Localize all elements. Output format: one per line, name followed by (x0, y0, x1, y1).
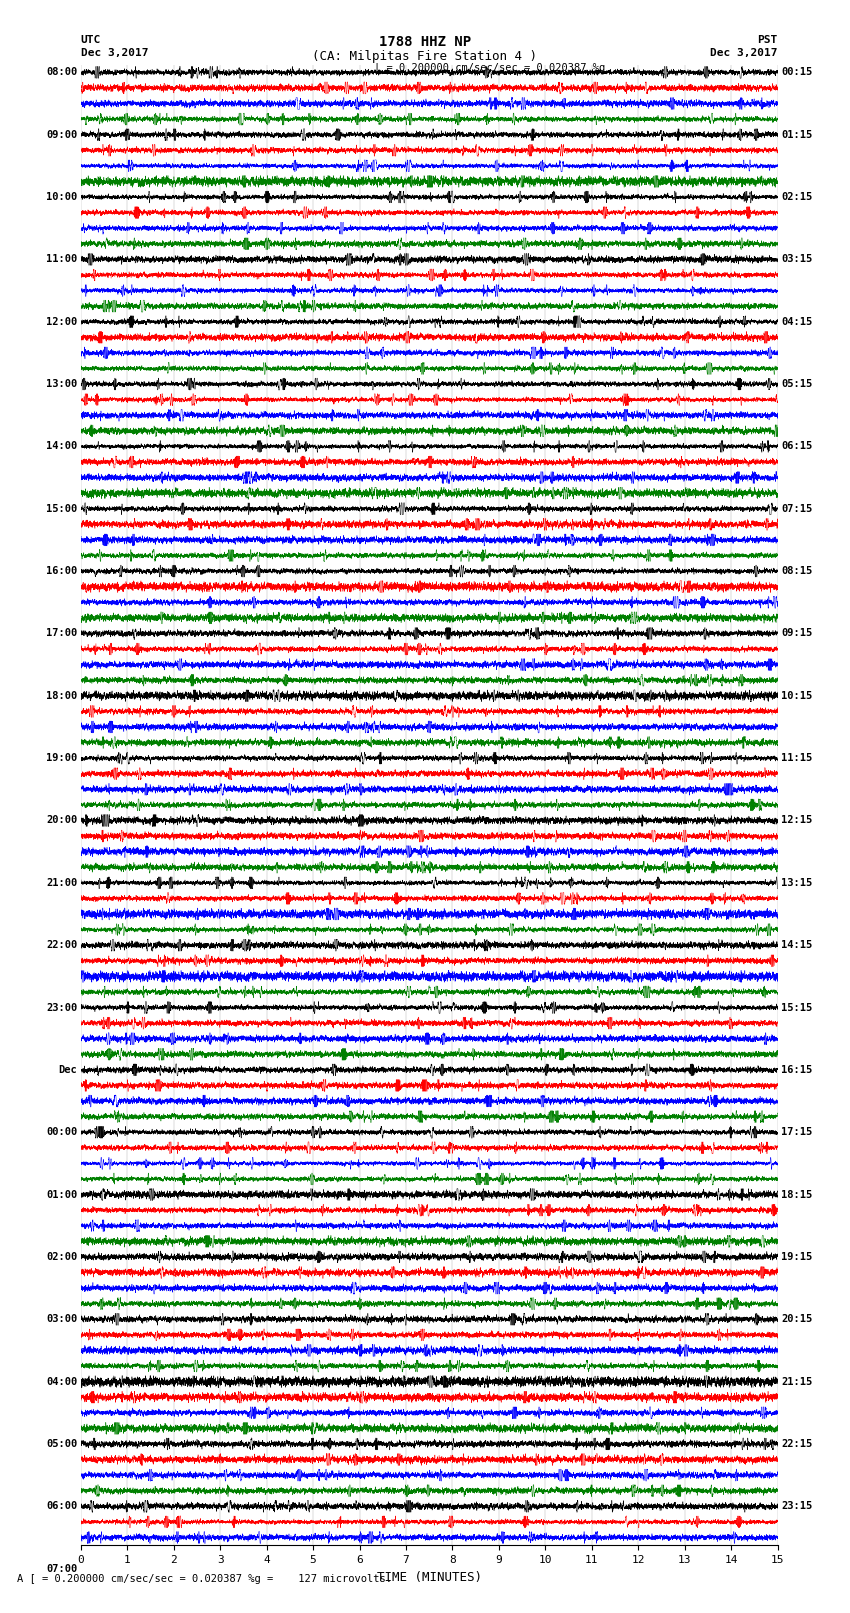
Text: 12:00: 12:00 (46, 316, 77, 327)
Text: 13:00: 13:00 (46, 379, 77, 389)
Text: 02:00: 02:00 (46, 1252, 77, 1261)
Text: Dec: Dec (59, 1065, 77, 1074)
Text: 19:00: 19:00 (46, 753, 77, 763)
Text: 15:00: 15:00 (46, 503, 77, 513)
Text: 11:15: 11:15 (781, 753, 813, 763)
Text: 08:00: 08:00 (46, 68, 77, 77)
Text: 01:15: 01:15 (781, 129, 813, 140)
Text: 17:15: 17:15 (781, 1127, 813, 1137)
Text: A [ = 0.200000 cm/sec/sec = 0.020387 %g =    127 microvolts.: A [ = 0.200000 cm/sec/sec = 0.020387 %g … (17, 1574, 392, 1584)
Text: 14:00: 14:00 (46, 442, 77, 452)
Text: 04:15: 04:15 (781, 316, 813, 327)
Text: 07:00: 07:00 (46, 1563, 77, 1574)
Text: 09:00: 09:00 (46, 129, 77, 140)
Text: 23:00: 23:00 (46, 1003, 77, 1013)
Text: 20:15: 20:15 (781, 1315, 813, 1324)
Text: PST: PST (757, 35, 778, 45)
Text: 10:00: 10:00 (46, 192, 77, 202)
Text: 14:15: 14:15 (781, 940, 813, 950)
Text: 18:15: 18:15 (781, 1189, 813, 1200)
Text: 22:00: 22:00 (46, 940, 77, 950)
Text: 1788 HHZ NP: 1788 HHZ NP (379, 35, 471, 50)
Text: 21:00: 21:00 (46, 877, 77, 887)
Text: 00:15: 00:15 (781, 68, 813, 77)
Text: 22:15: 22:15 (781, 1439, 813, 1448)
Text: 03:00: 03:00 (46, 1315, 77, 1324)
Text: 07:15: 07:15 (781, 503, 813, 513)
Text: UTC: UTC (81, 35, 101, 45)
X-axis label: TIME (MINUTES): TIME (MINUTES) (377, 1571, 482, 1584)
Text: | = 0.200000 cm/sec/sec = 0.020387 %g: | = 0.200000 cm/sec/sec = 0.020387 %g (374, 63, 605, 74)
Text: 09:15: 09:15 (781, 629, 813, 639)
Text: 01:00: 01:00 (46, 1189, 77, 1200)
Text: 16:15: 16:15 (781, 1065, 813, 1074)
Text: (CA: Milpitas Fire Station 4 ): (CA: Milpitas Fire Station 4 ) (313, 50, 537, 63)
Text: 16:00: 16:00 (46, 566, 77, 576)
Text: 19:15: 19:15 (781, 1252, 813, 1261)
Text: 03:15: 03:15 (781, 255, 813, 265)
Text: 17:00: 17:00 (46, 629, 77, 639)
Text: 00:00: 00:00 (46, 1127, 77, 1137)
Text: 06:00: 06:00 (46, 1502, 77, 1511)
Text: 10:15: 10:15 (781, 690, 813, 700)
Text: 02:15: 02:15 (781, 192, 813, 202)
Text: 08:15: 08:15 (781, 566, 813, 576)
Text: 04:00: 04:00 (46, 1376, 77, 1387)
Text: 13:15: 13:15 (781, 877, 813, 887)
Text: 05:15: 05:15 (781, 379, 813, 389)
Text: Dec 3,2017: Dec 3,2017 (711, 48, 778, 58)
Text: 20:00: 20:00 (46, 816, 77, 826)
Text: 23:15: 23:15 (781, 1502, 813, 1511)
Text: 05:00: 05:00 (46, 1439, 77, 1448)
Text: 18:00: 18:00 (46, 690, 77, 700)
Text: 12:15: 12:15 (781, 816, 813, 826)
Text: 06:15: 06:15 (781, 442, 813, 452)
Text: 21:15: 21:15 (781, 1376, 813, 1387)
Text: 15:15: 15:15 (781, 1003, 813, 1013)
Text: 11:00: 11:00 (46, 255, 77, 265)
Text: Dec 3,2017: Dec 3,2017 (81, 48, 148, 58)
